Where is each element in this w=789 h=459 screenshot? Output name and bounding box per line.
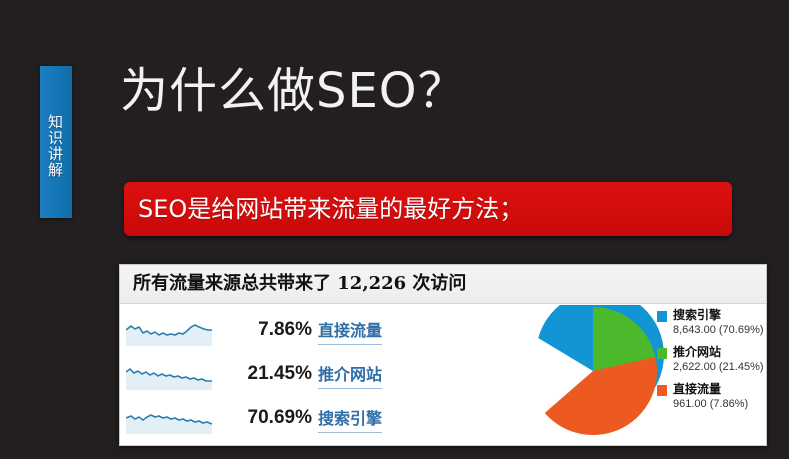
legend-item[interactable]: 搜索引擎 8,643.00 (70.69%) — [657, 308, 766, 338]
legend-swatch-icon — [657, 348, 667, 359]
legend-item[interactable]: 直接流量 961.00 (7.86%) — [657, 382, 766, 412]
side-tab-knowledge[interactable]: 知识讲解 — [40, 66, 72, 218]
metric-label[interactable]: 推介网站 — [318, 363, 383, 389]
sparkline-chart-icon — [126, 316, 212, 346]
metric-label[interactable]: 直接流量 — [318, 319, 383, 345]
legend-item-stat: 2,622.00 (21.45%) — [673, 361, 764, 373]
metric-row[interactable]: 7.86% 直接流量 — [120, 310, 410, 354]
side-tab-label: 知识讲解 — [46, 114, 64, 178]
pie-slice-direct[interactable] — [538, 356, 665, 443]
metric-row[interactable]: 70.69% 搜索引擎 — [120, 398, 410, 442]
metric-label[interactable]: 搜索引擎 — [318, 407, 383, 433]
legend-item-name: 搜索引擎 — [673, 308, 722, 322]
metric-row[interactable]: 21.45% 推介网站 — [120, 354, 410, 398]
legend-swatch-icon — [657, 385, 667, 396]
page-title: 为什么做SEO？ — [120, 63, 467, 119]
sparkline-chart-icon — [126, 360, 212, 390]
legend-item-name: 直接流量 — [673, 382, 722, 396]
analytics-panel-body: 7.86% 直接流量 21.45% 推介网站 — [120, 304, 766, 445]
legend-swatch-icon — [657, 311, 667, 322]
highlight-banner-text: SEO是给网站带来流量的最好方法； — [138, 195, 524, 223]
analytics-panel-title: 所有流量来源总共带来了 12,226 次访问 — [133, 273, 467, 294]
legend-item-stat: 8,643.00 (70.69%) — [673, 324, 764, 336]
sparkline-chart-icon — [126, 404, 212, 434]
analytics-panel: 所有流量来源总共带来了 12,226 次访问 7.86% 直接流量 — [119, 264, 767, 446]
legend-item-stat: 961.00 (7.86%) — [673, 398, 749, 410]
metrics-list: 7.86% 直接流量 21.45% 推介网站 — [120, 310, 410, 442]
metric-value: 70.69% — [247, 407, 312, 428]
highlight-banner: SEO是给网站带来流量的最好方法； — [124, 182, 732, 236]
metric-value: 7.86% — [258, 319, 312, 340]
metric-value: 21.45% — [247, 363, 312, 384]
legend-item[interactable]: 推介网站 2,622.00 (21.45%) — [657, 345, 766, 375]
traffic-sources-pie-chart[interactable] — [525, 305, 665, 443]
analytics-panel-header: 所有流量来源总共带来了 12,226 次访问 — [120, 265, 766, 304]
legend-item-name: 推介网站 — [673, 345, 722, 359]
pie-legend: 搜索引擎 8,643.00 (70.69%) 推介网站 2,622.00 (21… — [657, 308, 766, 419]
